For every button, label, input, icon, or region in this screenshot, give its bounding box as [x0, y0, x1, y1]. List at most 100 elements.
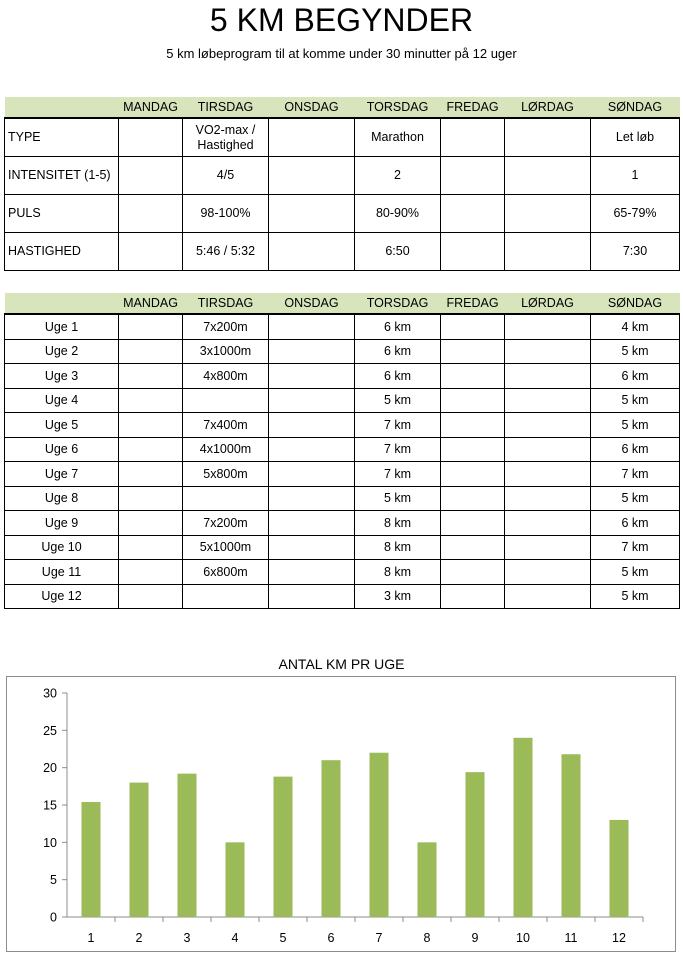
table-cell: 7 km	[354, 412, 441, 438]
table-cell	[268, 363, 355, 389]
table-cell: 7x200m	[182, 314, 269, 340]
table-cell: 7:30	[590, 232, 680, 271]
day-header: LØRDAG	[504, 97, 591, 119]
table-cell	[118, 232, 183, 271]
table-row: PULS 98-100% 80-90% 65-79%	[4, 194, 680, 233]
table-cell: 65-79%	[590, 194, 680, 233]
table-cell	[440, 363, 505, 389]
table-cell: 5 km	[590, 559, 680, 585]
table-cell	[268, 232, 355, 271]
table-cell	[118, 510, 183, 536]
row-label: Uge 4	[4, 388, 119, 413]
table-cell	[440, 437, 505, 462]
x-tick-label: 5	[280, 931, 287, 945]
table-cell	[504, 363, 591, 389]
table-cell: 4/5	[182, 156, 269, 195]
table-cell: VO2-max / Hastighed	[182, 118, 269, 157]
table-row: Uge 12 3 km 5 km	[4, 584, 680, 609]
table-cell: 98-100%	[182, 194, 269, 233]
table-cell	[118, 118, 183, 157]
corner-header	[4, 97, 119, 119]
table-cell	[118, 535, 183, 560]
table-cell	[504, 559, 591, 585]
table-cell	[268, 194, 355, 233]
table-cell: 6 km	[590, 510, 680, 536]
day-header: MANDAG	[118, 293, 183, 315]
day-header: FREDAG	[440, 97, 505, 119]
table-row: INTENSITET (1-5) 4/5 2 1	[4, 156, 680, 195]
x-tick-label: 1	[88, 931, 95, 945]
weekly-plan-table: MANDAG TIRSDAG ONSDAG TORSDAG FREDAG LØR…	[4, 293, 680, 609]
table-cell: 2	[354, 156, 441, 195]
table-cell	[268, 412, 355, 438]
day-header: TIRSDAG	[182, 97, 269, 119]
table-cell: 7 km	[590, 535, 680, 560]
table-cell	[118, 339, 183, 364]
table-cell	[440, 339, 505, 364]
table-cell	[504, 412, 591, 438]
table-cell	[268, 437, 355, 462]
table-row: Uge 8 5 km 5 km	[4, 486, 680, 511]
x-tick-label: 8	[424, 931, 431, 945]
table-row: Uge 10 5x1000m 8 km 7 km	[4, 535, 680, 560]
bar	[321, 760, 341, 917]
table-cell: 7 km	[354, 461, 441, 487]
table-cell: 6 km	[354, 363, 441, 389]
table-cell	[118, 437, 183, 462]
table-cell: 6 km	[590, 437, 680, 462]
table-cell	[440, 232, 505, 271]
table-cell	[268, 510, 355, 536]
table-cell	[440, 535, 505, 560]
bar	[81, 802, 101, 917]
table-cell	[504, 232, 591, 271]
table-cell	[268, 388, 355, 413]
table-cell	[504, 486, 591, 511]
table-cell	[118, 363, 183, 389]
page-title: 5 KM BEGYNDER	[209, 2, 474, 38]
table-row: Uge 9 7x200m 8 km 6 km	[4, 510, 680, 536]
table-cell: 4x800m	[182, 363, 269, 389]
table-cell	[504, 437, 591, 462]
table-cell	[440, 194, 505, 233]
x-tick-label: 11	[565, 931, 578, 945]
bar	[129, 782, 149, 917]
table-cell: 5 km	[590, 388, 680, 413]
table-cell	[268, 461, 355, 487]
page-subtitle: 5 km løbeprogram til at komme under 30 m…	[166, 46, 517, 61]
table-cell: 3 km	[354, 584, 441, 609]
table-cell	[504, 314, 591, 340]
row-label: INTENSITET (1-5)	[4, 156, 119, 195]
x-tick-label: 7	[376, 931, 383, 945]
table-cell: 5:46 / 5:32	[182, 232, 269, 271]
table-cell	[118, 461, 183, 487]
table-cell: Marathon	[354, 118, 441, 157]
table-cell	[118, 486, 183, 511]
table-cell: 8 km	[354, 510, 441, 536]
table-cell	[440, 559, 505, 585]
table-row: Uge 2 3x1000m 6 km 5 km	[4, 339, 680, 364]
table-cell	[118, 412, 183, 438]
bar	[225, 842, 245, 917]
table-cell	[504, 388, 591, 413]
table-cell	[504, 194, 591, 233]
table-cell: 8 km	[354, 535, 441, 560]
day-header: TORSDAG	[354, 97, 441, 119]
corner-header	[4, 293, 119, 315]
table-cell: 5x1000m	[182, 535, 269, 560]
table-row: Uge 6 4x1000m 7 km 6 km	[4, 437, 680, 462]
table-cell	[440, 461, 505, 487]
table-cell	[504, 156, 591, 195]
x-tick-label: 9	[472, 931, 479, 945]
table-cell	[268, 584, 355, 609]
table-cell	[440, 156, 505, 195]
bar	[609, 819, 629, 917]
y-tick-label: 5	[50, 873, 57, 887]
table-cell	[268, 339, 355, 364]
row-label: HASTIGHED	[4, 232, 119, 271]
table-cell	[440, 118, 505, 157]
table-row: TYPE VO2-max / Hastighed Marathon Let løb	[4, 118, 680, 157]
row-label: Uge 8	[4, 486, 119, 511]
table-cell	[440, 314, 505, 340]
table-cell	[440, 412, 505, 438]
day-header: ONSDAG	[268, 293, 355, 315]
